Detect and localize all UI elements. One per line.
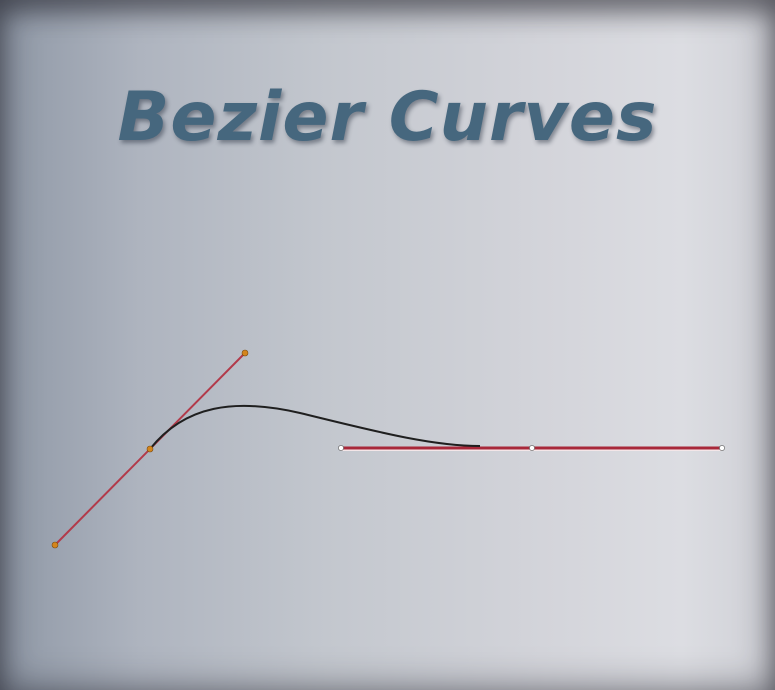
left-handle-end-point-bottom[interactable] [51,541,59,549]
page-title: Bezier Curves [117,78,658,157]
start-anchor-point[interactable] [146,445,154,453]
left-handle-end-point-top[interactable] [241,349,249,357]
right-handle-end-point-left[interactable] [338,445,344,451]
bezier-curve[interactable] [149,404,481,450]
end-anchor-point[interactable] [529,445,535,451]
right-handle-end-point-right[interactable] [719,445,725,451]
